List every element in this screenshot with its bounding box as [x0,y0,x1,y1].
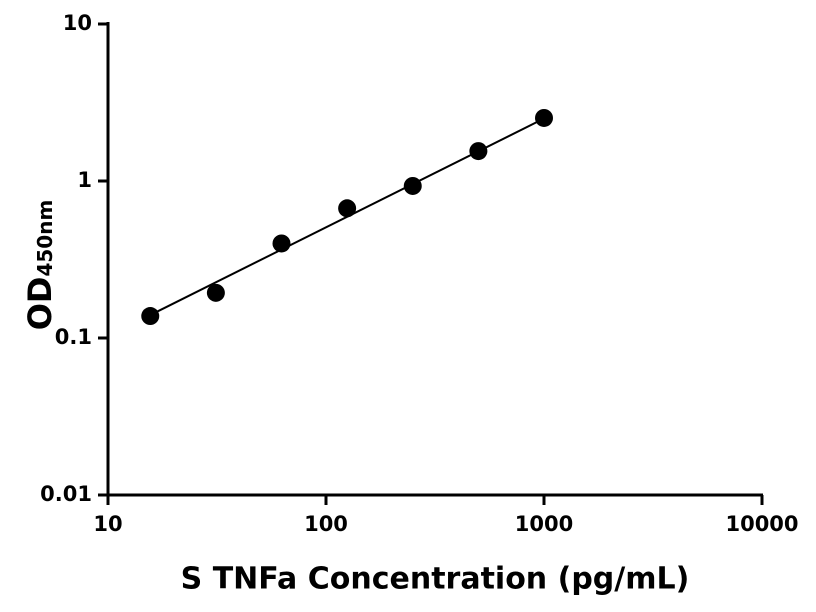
y-axis-label-subscript: 450nm [33,200,57,277]
data-point [141,307,160,326]
y-tick-label: 10 [63,11,92,35]
data-point [206,283,225,302]
x-tick-label: 10000 [725,512,798,536]
x-axis-label: S TNFa Concentration (pg/mL) [181,562,690,597]
data-point [403,176,422,195]
data-point [535,108,553,127]
data-point [338,199,357,218]
y-axis-label: OD450nm [21,200,59,331]
y-tick-label: 1 [77,168,92,192]
y-tick-label: 0.01 [40,482,92,506]
x-tick-label: 10 [93,512,122,536]
data-point [469,142,488,161]
x-tick-label: 1000 [515,512,573,536]
x-tick-label: 100 [304,512,348,536]
y-axis-label-main: OD [21,277,59,331]
data-point [272,234,291,253]
y-tick-label: 0.1 [55,325,92,349]
